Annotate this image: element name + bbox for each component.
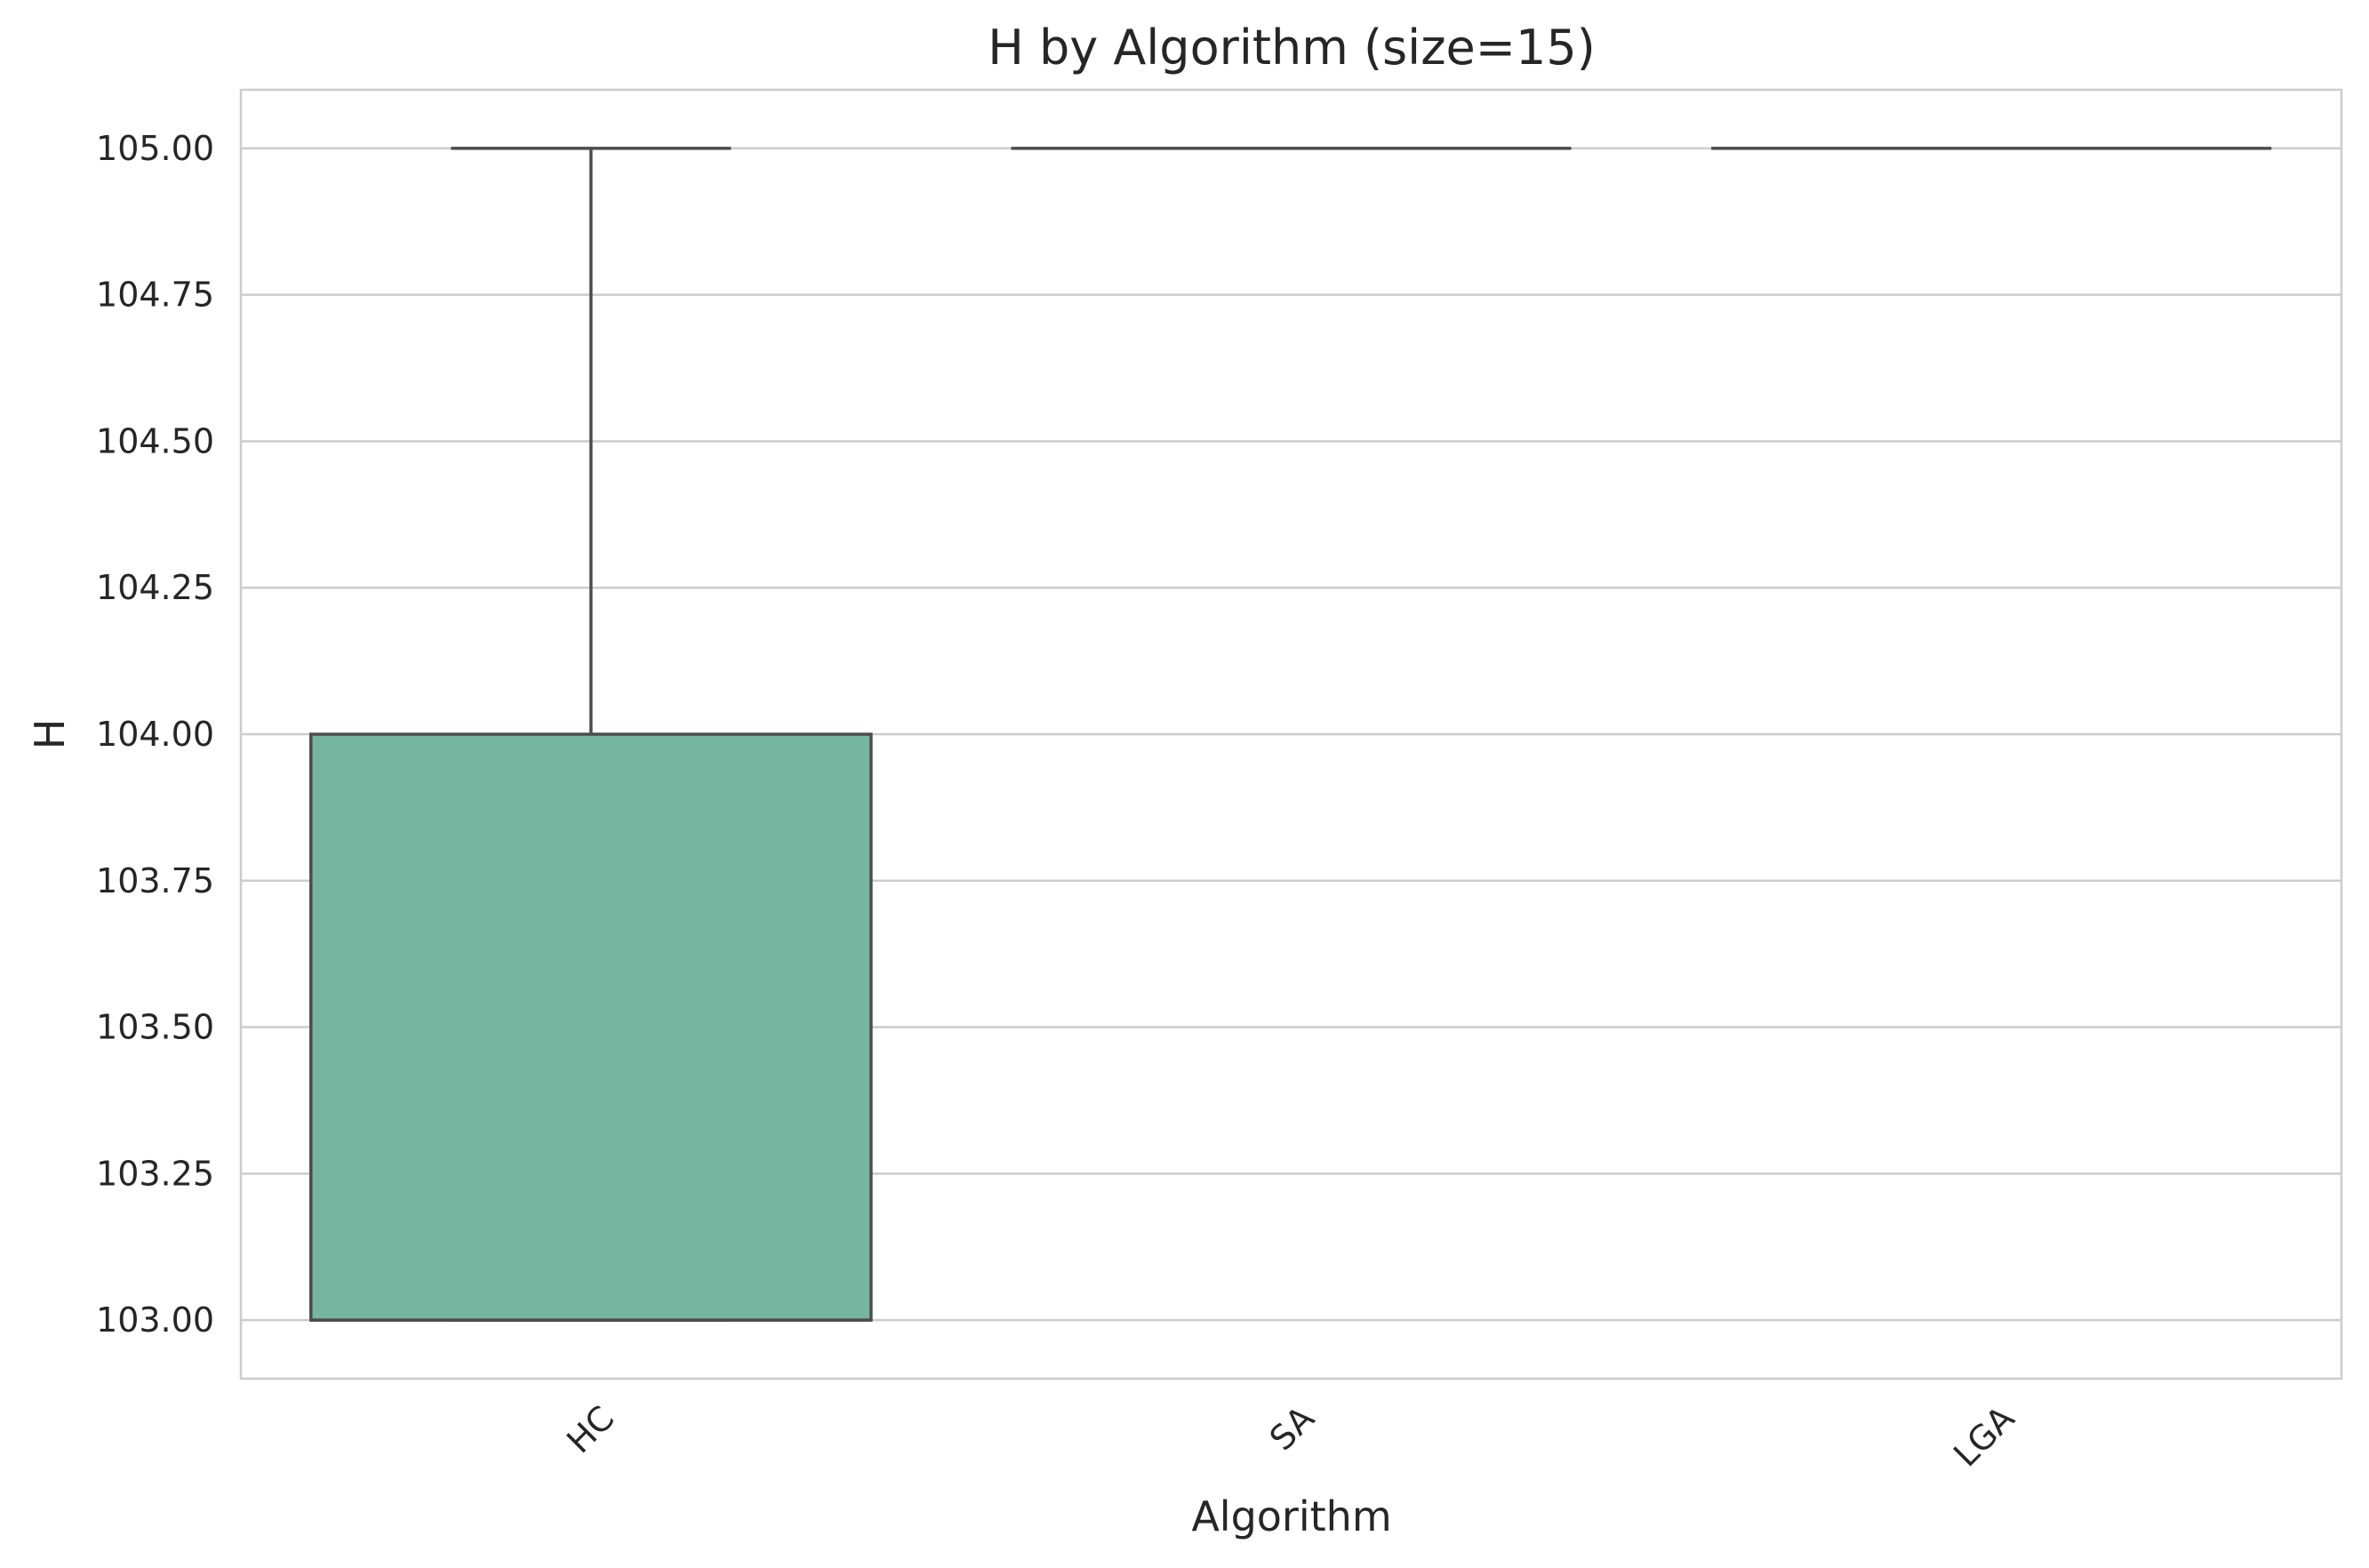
boxes — [309, 147, 2272, 1322]
y-tick-label: 104.50 — [96, 421, 214, 460]
x-tick-label: LGA — [1946, 1398, 2021, 1474]
y-tick-label: 103.50 — [96, 1008, 214, 1047]
y-axis-label: H — [26, 719, 74, 750]
plot-frame — [239, 88, 2343, 1380]
y-tick-label: 103.75 — [96, 861, 214, 900]
y-tick-label: 104.00 — [96, 715, 214, 754]
x-tick-label: HC — [559, 1398, 621, 1460]
box-body — [309, 732, 873, 1322]
x-tick-labels: HC SA LGA — [559, 1398, 2021, 1474]
y-tick-label: 103.00 — [96, 1300, 214, 1340]
x-axis-label: Algorithm — [1191, 1492, 1391, 1540]
y-tick-label: 104.75 — [96, 276, 214, 315]
y-tick-label: 105.00 — [96, 129, 214, 168]
box-hc — [309, 147, 873, 1322]
x-tick-label: SA — [1262, 1398, 1322, 1458]
y-tick-label: 104.25 — [96, 568, 214, 607]
chart-title: H by Algorithm (size=15) — [988, 20, 1596, 76]
y-tick-label: 103.25 — [96, 1154, 214, 1193]
y-tick-labels: 103.00 103.25 103.50 103.75 104.00 104.25 104.… — [96, 129, 214, 1340]
